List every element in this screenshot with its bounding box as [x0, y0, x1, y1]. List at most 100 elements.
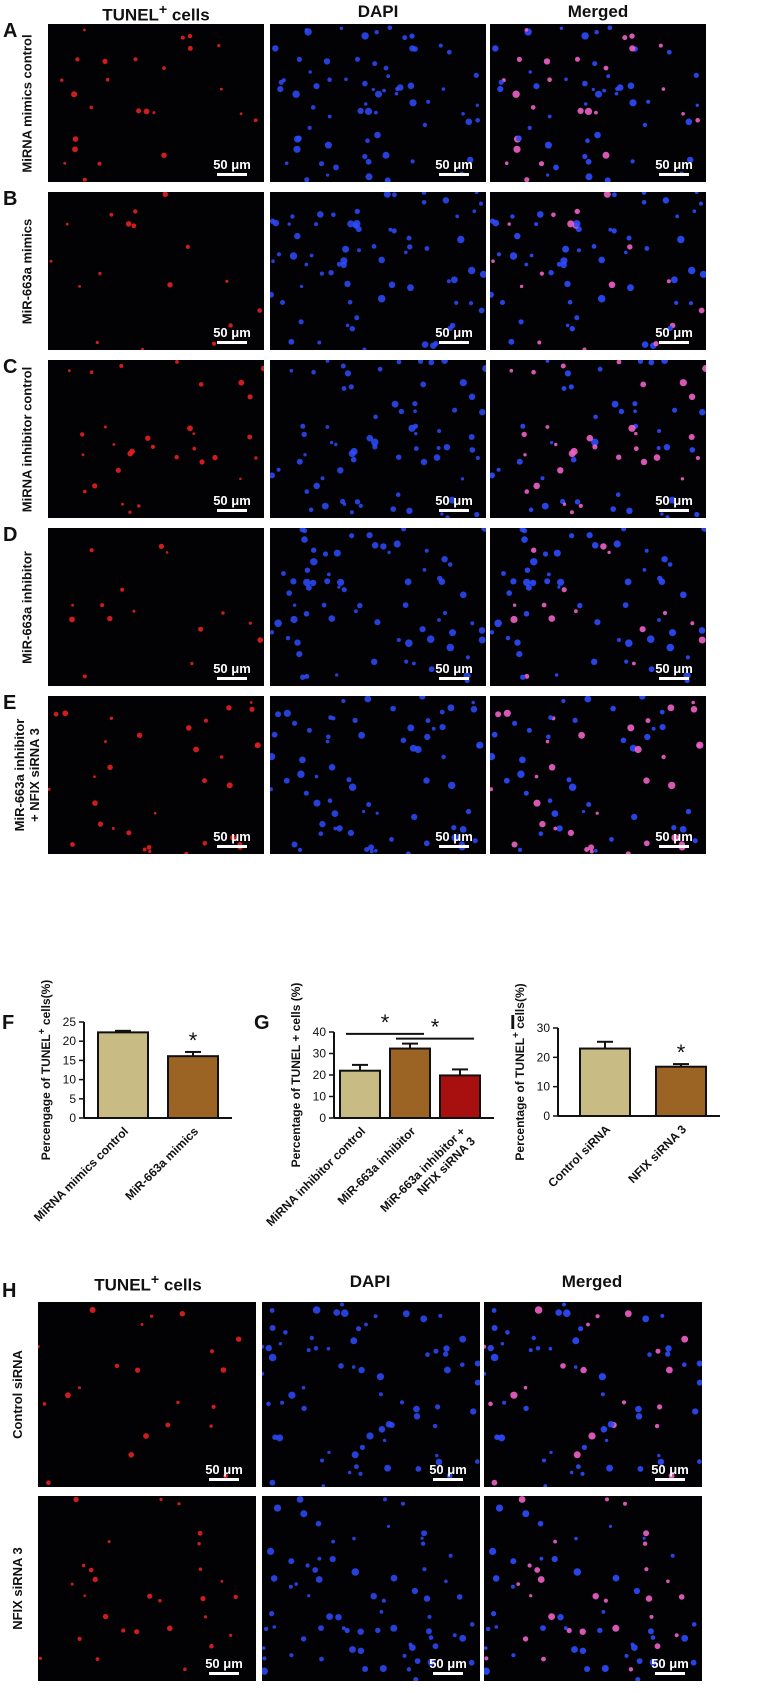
column-header-tunel-h-suffix: cells — [159, 1275, 202, 1295]
cell-dot — [603, 1598, 608, 1603]
cell-dot — [211, 341, 217, 346]
cell-dot — [278, 1342, 283, 1346]
cell-dot — [641, 200, 647, 205]
cell-dot — [80, 432, 85, 437]
cell-dot — [304, 673, 310, 679]
cell-dot — [642, 1541, 648, 1546]
cell-dot — [387, 550, 391, 555]
scale-bar-label: 50 μm — [213, 661, 251, 676]
cell-dot — [312, 1306, 321, 1314]
cell-dot — [119, 364, 124, 368]
cell-dot — [383, 65, 389, 71]
cell-dot — [331, 212, 336, 218]
cell-dot — [490, 753, 496, 761]
cell-dot — [72, 146, 78, 153]
cell-dot — [413, 446, 419, 451]
cell-dot — [337, 585, 341, 589]
cell-dot — [655, 1348, 661, 1354]
cell-dot — [305, 1563, 310, 1568]
cell-dot — [328, 270, 334, 276]
cell-dot — [377, 294, 386, 303]
cell-dot — [627, 82, 635, 90]
cell-dot — [503, 777, 510, 784]
cell-dot — [560, 261, 567, 269]
cell-dot — [401, 528, 407, 532]
cell-dot — [354, 609, 358, 614]
cell-dot — [591, 658, 598, 665]
cell-dot — [290, 615, 298, 624]
cell-dot — [407, 284, 414, 292]
cell-dot — [696, 1379, 702, 1386]
cell-dot — [696, 1360, 702, 1367]
cell-dot — [344, 77, 348, 82]
cell-dot — [238, 379, 245, 386]
scale-bar: 50 μm — [428, 829, 480, 848]
cell-dot — [597, 294, 606, 303]
cell-dot — [270, 630, 275, 635]
merged-micrograph: 50 μm — [490, 192, 706, 350]
cell-dot — [601, 1665, 609, 1672]
cell-dot — [414, 431, 418, 436]
scale-bar-label: 50 μm — [435, 325, 473, 340]
cell-dot — [688, 393, 696, 400]
cell-dot — [315, 1576, 323, 1583]
scale-bar-label: 50 μm — [435, 157, 473, 172]
cell-dot — [271, 259, 275, 263]
cell-dot — [362, 1666, 369, 1672]
cell-dot — [616, 84, 624, 91]
cell-dot — [180, 35, 185, 40]
cell-dot — [425, 1352, 430, 1357]
cell-dot — [607, 550, 611, 555]
cell-dot — [688, 266, 696, 275]
cell-dot — [533, 83, 540, 90]
cell-dot — [162, 66, 166, 70]
column-header-tunel-text: TUNEL — [102, 5, 159, 25]
cell-dot — [657, 575, 663, 582]
cell-dot — [333, 164, 339, 171]
cell-dot — [469, 1622, 475, 1627]
cell-dot — [383, 1497, 387, 1502]
cell-dot — [433, 341, 439, 347]
cell-dot — [639, 626, 646, 633]
cell-dot — [646, 99, 651, 104]
cell-dot — [478, 627, 486, 634]
cell-dot — [598, 256, 605, 264]
cell-dot — [314, 222, 319, 227]
cell-dot — [451, 834, 459, 842]
cell-dot — [543, 1484, 548, 1487]
cell-dot — [568, 384, 574, 390]
cell-dot — [229, 1633, 233, 1637]
cell-dot — [143, 108, 150, 115]
cell-dot — [53, 711, 59, 717]
cell-dot — [611, 228, 617, 234]
cell-dot — [553, 549, 561, 557]
cell-dot — [680, 477, 685, 481]
cell-dot — [549, 440, 554, 445]
y-tick-label: 10 — [537, 1080, 551, 1094]
scale-bar: 50 μm — [428, 157, 480, 176]
cell-dot — [510, 578, 517, 585]
cell-dot — [497, 86, 504, 93]
row-label: MiR-663a inhibitor — [20, 528, 35, 686]
cell-dot — [325, 739, 330, 744]
cell-dot — [646, 635, 655, 643]
cell-dot — [292, 90, 300, 98]
cell-dot — [303, 578, 311, 587]
cell-dot — [546, 734, 551, 740]
cell-dot — [427, 1658, 435, 1666]
cell-dot — [509, 368, 514, 373]
cell-dot — [95, 340, 99, 345]
scale-bar: 50 μm — [428, 493, 480, 512]
cell-dot — [361, 32, 369, 40]
cell-dot — [527, 1563, 532, 1568]
cell-dot — [594, 619, 601, 626]
cell-dot — [597, 366, 603, 372]
cell-dot — [334, 442, 338, 447]
cell-dot — [274, 619, 282, 628]
cell-dot — [438, 1313, 443, 1318]
cell-dot — [376, 1373, 384, 1381]
dapi-micrograph: 50 μm — [270, 528, 486, 686]
cell-dot — [276, 252, 282, 257]
cell-dot — [585, 138, 590, 143]
row-label: MiR-663a mimics — [20, 192, 35, 350]
